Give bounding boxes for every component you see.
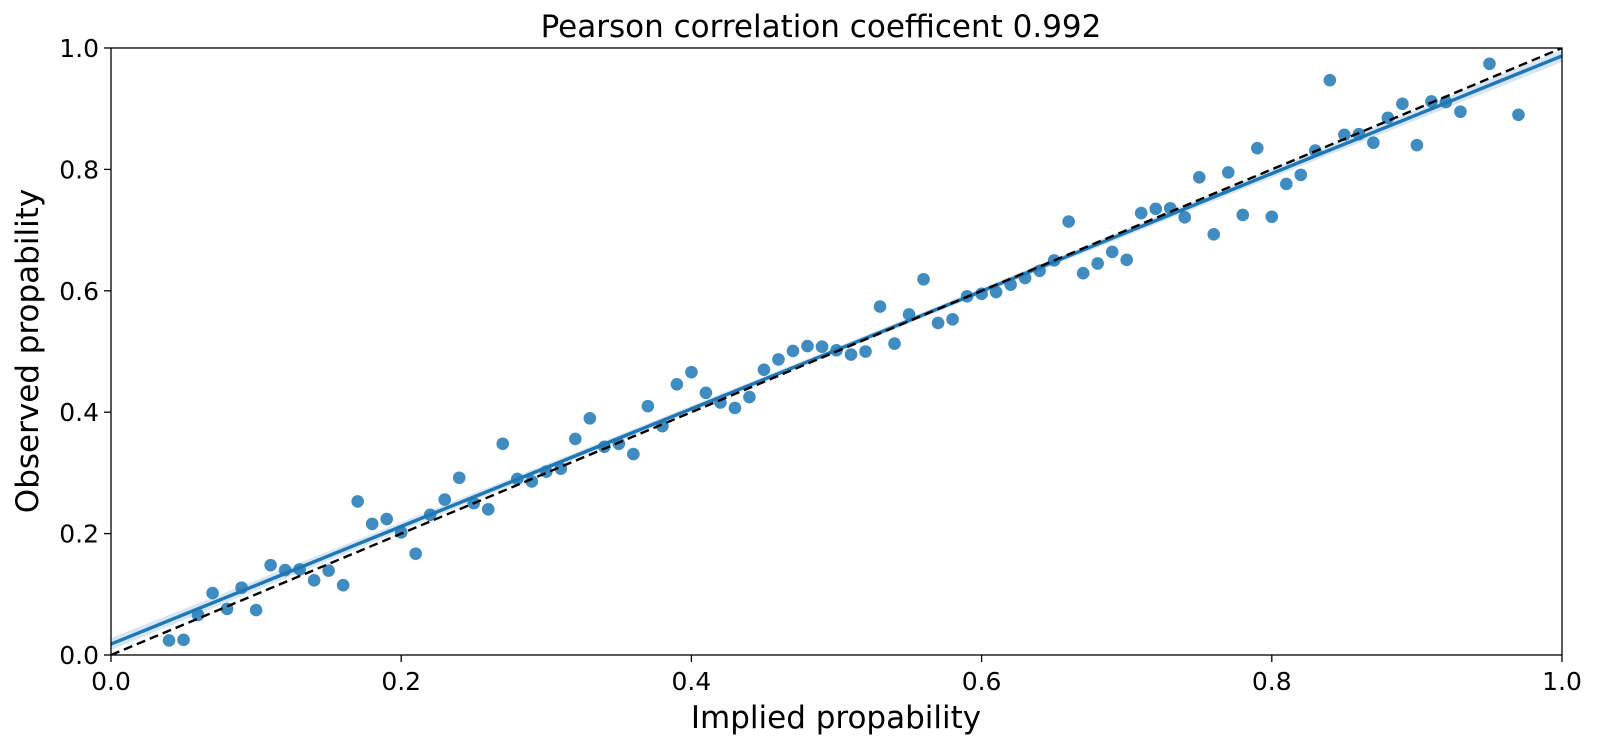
data-point	[452, 471, 466, 485]
data-point	[1178, 211, 1192, 224]
data-point	[873, 300, 887, 313]
plot-frame	[110, 47, 1563, 656]
data-point	[627, 447, 640, 461]
y-axis: 0.0 0.2 0.4 0.6 0.8 1.0	[59, 34, 111, 670]
y-tick-label: 0.4	[59, 398, 99, 427]
data-point	[786, 344, 800, 358]
y-axis-title: Observed propability	[10, 189, 46, 513]
y-tick-label: 0.2	[59, 520, 99, 549]
data-point	[888, 337, 901, 350]
data-point	[743, 390, 756, 404]
y-tick-label: 1.0	[59, 34, 99, 63]
data-point	[1120, 253, 1133, 267]
data-point	[380, 512, 393, 526]
data-point	[728, 401, 742, 415]
data-point	[685, 365, 698, 379]
data-point	[1512, 108, 1525, 122]
data-point	[322, 564, 335, 577]
data-point	[1236, 208, 1250, 222]
data-point	[801, 339, 814, 353]
data-point	[249, 603, 263, 617]
data-point	[569, 432, 582, 446]
data-point	[699, 386, 713, 400]
data-point	[496, 437, 510, 451]
data-point	[1323, 73, 1337, 87]
data-point	[946, 313, 959, 326]
data-point	[757, 363, 771, 377]
y-tick-label: 0.0	[59, 641, 99, 670]
x-axis-title: Implied propability	[691, 700, 981, 736]
data-point	[1105, 245, 1119, 259]
data-point	[1294, 168, 1308, 182]
x-tick-label: 0.2	[381, 667, 421, 696]
data-point	[1410, 138, 1424, 152]
data-point	[1091, 257, 1104, 270]
data-point	[772, 353, 785, 366]
data-point	[1396, 97, 1409, 111]
data-point	[1250, 141, 1264, 155]
data-point	[1454, 105, 1467, 119]
y-tick-label: 0.8	[59, 155, 99, 184]
x-tick-label: 1.0	[1542, 667, 1582, 696]
data-point	[1192, 170, 1206, 184]
data-point	[1134, 206, 1148, 220]
data-point	[1280, 177, 1293, 191]
data-point	[917, 272, 930, 286]
data-point	[844, 348, 858, 361]
data-point	[351, 495, 364, 508]
data-point	[815, 340, 829, 353]
data-point	[206, 586, 219, 600]
data-point	[525, 475, 539, 488]
data-point	[1367, 136, 1380, 149]
data-point	[481, 503, 495, 516]
data-point	[931, 316, 945, 330]
data-point	[1483, 57, 1496, 71]
data-point	[365, 517, 379, 531]
data-point	[583, 411, 597, 425]
plot-area	[111, 48, 1562, 655]
data-point	[1062, 215, 1075, 228]
x-tick-label: 0.0	[91, 667, 131, 696]
chart-title: Pearson correlation coefficent 0.992	[541, 9, 1102, 45]
data-point	[162, 634, 176, 647]
data-point	[409, 547, 423, 560]
diagonal-reference-line	[111, 48, 1562, 655]
data-point	[1265, 210, 1279, 224]
data-point	[438, 493, 452, 506]
x-tick-label: 0.4	[672, 667, 712, 696]
y-tick-label: 0.6	[59, 277, 99, 306]
data-point	[989, 285, 1003, 299]
data-point	[859, 345, 872, 358]
data-point	[336, 578, 350, 592]
data-point	[641, 399, 655, 413]
data-point	[1381, 111, 1395, 125]
data-point	[1338, 128, 1351, 142]
data-point	[1149, 202, 1163, 216]
x-axis: 0.0 0.2 0.4 0.6 0.8 1.0	[91, 655, 1582, 696]
data-point	[1221, 166, 1235, 179]
data-point	[1207, 228, 1221, 241]
data-point	[307, 574, 321, 587]
data-point	[177, 633, 190, 647]
data-point	[264, 558, 277, 572]
x-tick-label: 0.8	[1252, 667, 1292, 696]
data-point	[670, 377, 684, 391]
x-tick-label: 0.6	[962, 667, 1002, 696]
data-point	[1076, 266, 1090, 280]
regression-line	[111, 54, 1562, 646]
